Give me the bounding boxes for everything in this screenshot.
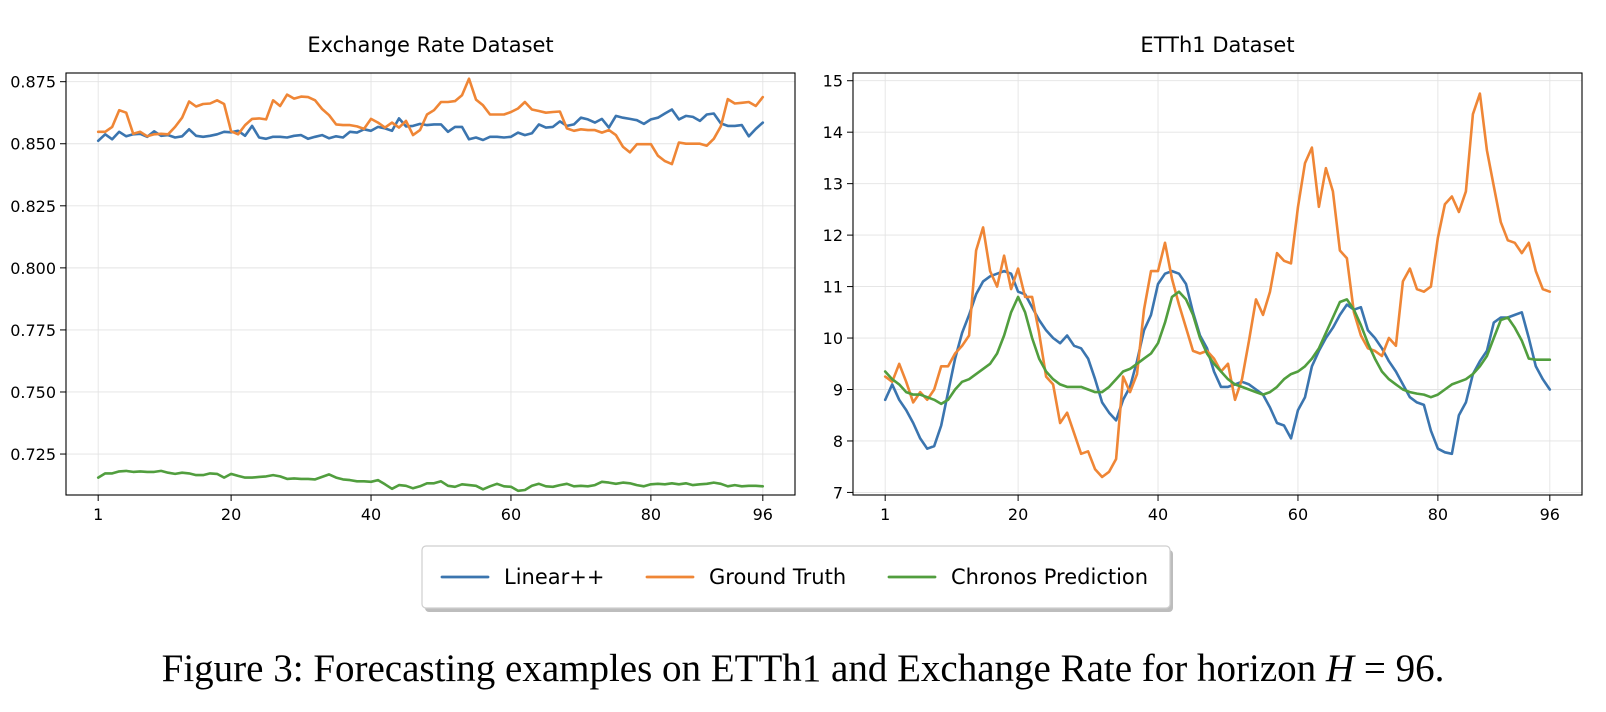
series-line-chronos-prediction (96, 469, 765, 493)
x-tick-label: 20 (1008, 505, 1028, 524)
y-tick-label: 13 (823, 175, 843, 194)
y-tick-label: 8 (833, 432, 843, 451)
figure-caption: Figure 3: Forecasting examples on ETTh1 … (0, 646, 1606, 691)
y-tick-label: 0.875 (10, 73, 56, 92)
series-line-linear- (96, 108, 765, 143)
y-tick-label: 7 (833, 483, 843, 502)
y-tick-label: 0.775 (10, 321, 56, 340)
x-tick-label: 96 (753, 505, 773, 524)
plot-frame (65, 72, 796, 496)
series-line-ground-truth (883, 92, 1552, 479)
x-tick-label: 80 (1428, 505, 1448, 524)
x-tick-label: 80 (641, 505, 661, 524)
legend-label: Linear++ (504, 565, 604, 589)
y-tick-label: 0.850 (10, 135, 56, 154)
x-tick-label: 96 (1540, 505, 1560, 524)
etth1-chart: 1 20 40 60 80 96 7 8 9 10 11 12 13 14 15 ETTh1 Dataset (823, 33, 1583, 524)
y-tick-label: 11 (823, 278, 843, 297)
chart-title: Exchange Rate Dataset (307, 33, 553, 57)
legend-label: Ground Truth (709, 565, 846, 589)
y-tick-label: 14 (823, 123, 843, 142)
x-tick-label: 1 (93, 505, 103, 524)
series-line-ground-truth (96, 77, 765, 166)
y-tick-label: 0.800 (10, 259, 56, 278)
x-tick-label: 60 (1288, 505, 1308, 524)
plot-frame (852, 72, 1583, 496)
x-tick-label: 1 (880, 505, 890, 524)
caption-text: Figure 3: Forecasting examples on ETTh1 … (161, 647, 1326, 690)
series-line-linear- (883, 269, 1552, 456)
x-tick-label: 40 (1148, 505, 1168, 524)
y-tick-label: 0.825 (10, 197, 56, 216)
y-tick-label: 15 (823, 72, 843, 91)
y-tick-label: 0.750 (10, 383, 56, 402)
x-tick-label: 40 (361, 505, 381, 524)
caption-math-rest: = 96. (1354, 647, 1445, 690)
y-tick-label: 12 (823, 226, 843, 245)
series-line-chronos-prediction (883, 290, 1552, 406)
y-tick-label: 10 (823, 329, 843, 348)
legend-box (421, 545, 1171, 609)
y-tick-label: 9 (833, 381, 843, 400)
chart-title: ETTh1 Dataset (1140, 33, 1294, 57)
x-tick-label: 60 (501, 505, 521, 524)
x-tick-label: 20 (221, 505, 241, 524)
exchange-rate-chart: 1 20 40 60 80 96 0.725 0.750 0.775 0.800 0.825 0.85… (10, 33, 796, 524)
y-tick-label: 0.725 (10, 445, 56, 464)
legend: Linear++ Ground Truth Chronos Prediction (421, 545, 1173, 612)
legend-label: Chronos Prediction (951, 565, 1148, 589)
caption-math-var: H (1325, 647, 1355, 690)
